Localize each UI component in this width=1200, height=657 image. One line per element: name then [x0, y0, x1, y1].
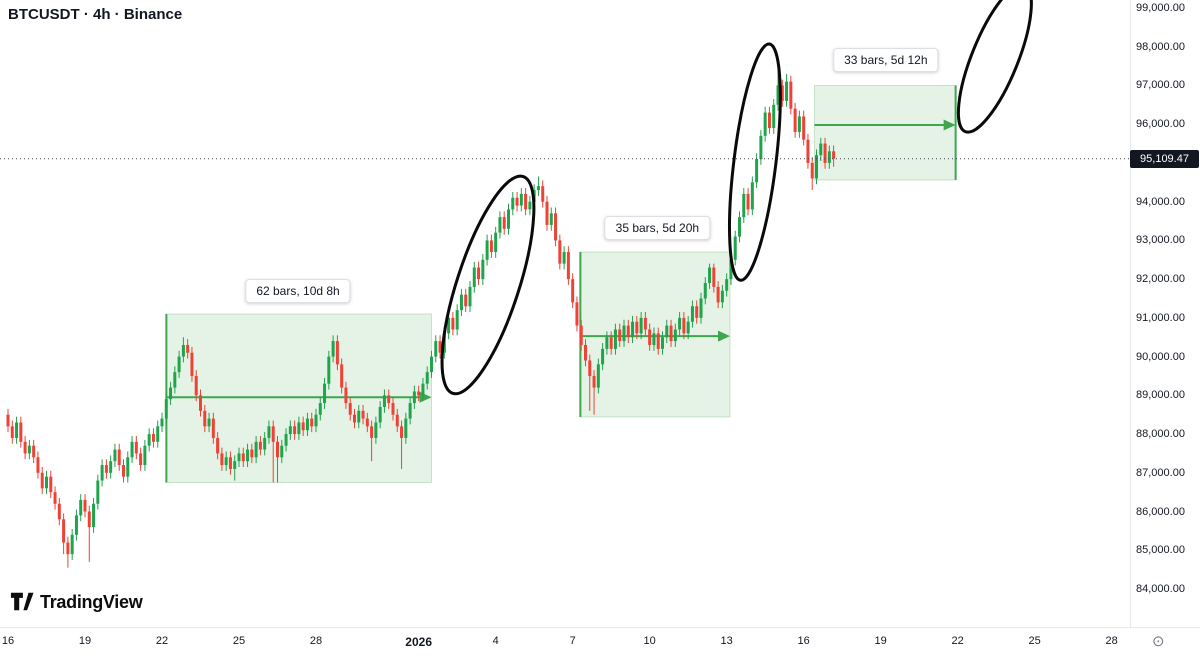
- trend-ellipse[interactable]: [423, 167, 552, 403]
- price-tick-label[interactable]: 88,000.00: [1136, 428, 1185, 441]
- time-axis[interactable]: 16 19 22 25 28 2026 4 7 10 13 16 19 22 25 28: [0, 627, 1200, 657]
- time-tick-label[interactable]: 4: [492, 635, 499, 647]
- trend-ellipse[interactable]: [720, 41, 791, 282]
- trend-ellipse[interactable]: [944, 0, 1046, 140]
- price-tick-label[interactable]: 87,000.00: [1136, 466, 1185, 479]
- price-tick-label[interactable]: 93,000.00: [1136, 234, 1185, 247]
- price-tick-label[interactable]: 97,000.00: [1136, 79, 1185, 92]
- symbol-legend[interactable]: BTCUSDT · 4h · Binance: [8, 6, 183, 23]
- current-price-badge: 95,109.47: [1130, 149, 1199, 168]
- time-tick-label[interactable]: 13: [720, 635, 733, 647]
- time-tick-label[interactable]: 25: [1028, 635, 1041, 647]
- price-tick-label[interactable]: 96,000.00: [1136, 118, 1185, 131]
- time-tick-label[interactable]: 19: [78, 635, 92, 647]
- tradingview-logo-text: TradingView: [40, 591, 143, 612]
- time-tick-label[interactable]: 16: [797, 635, 810, 647]
- measure-label[interactable]: 62 bars, 10d 8h: [245, 278, 351, 303]
- tradingview-logo-icon: [10, 592, 34, 611]
- price-tick-label[interactable]: 90,000.00: [1136, 350, 1185, 363]
- time-tick-label[interactable]: 19: [874, 635, 887, 647]
- price-tick-label[interactable]: 91,000.00: [1136, 311, 1185, 324]
- time-tick-label[interactable]: 22: [155, 635, 169, 647]
- price-tick-label[interactable]: 86,000.00: [1136, 505, 1185, 518]
- measure-box[interactable]: [813, 84, 957, 181]
- price-tick-label[interactable]: 94,000.00: [1136, 195, 1185, 208]
- measure-label[interactable]: 35 bars, 5d 20h: [604, 216, 711, 240]
- time-tick-label[interactable]: 28: [309, 635, 323, 647]
- candles-layer: [6, 68, 836, 568]
- price-tick-label[interactable]: 98,000.00: [1136, 40, 1185, 53]
- price-tick-label[interactable]: 99,000.00: [1136, 2, 1185, 14]
- time-tick-label[interactable]: 7: [569, 635, 576, 647]
- time-tick-label[interactable]: 10: [643, 635, 656, 647]
- measure-label[interactable]: 33 bars, 5d 12h: [833, 47, 939, 72]
- tradingview-logo[interactable]: TradingView: [10, 591, 143, 613]
- price-tick-label[interactable]: 89,000.00: [1136, 389, 1185, 402]
- time-tick-label[interactable]: 16: [1, 635, 15, 647]
- price-axis[interactable]: 99,000.00 98,000.00 97,000.00 96,000.00 94,0…: [1130, 0, 1200, 627]
- time-tick-label[interactable]: 22: [951, 635, 964, 647]
- price-tick-label[interactable]: 85,000.00: [1136, 544, 1185, 557]
- price-tick-label[interactable]: 92,000.00: [1136, 273, 1185, 286]
- time-tick-label[interactable]: 2026: [405, 635, 433, 649]
- price-tick-label[interactable]: 84,000.00: [1136, 583, 1185, 595]
- time-tick-label[interactable]: 28: [1105, 635, 1118, 647]
- measure-arrow[interactable]: [814, 85, 957, 180]
- time-axis-settings-icon[interactable]: ⊙: [1152, 633, 1165, 650]
- time-tick-label[interactable]: 25: [232, 635, 246, 647]
